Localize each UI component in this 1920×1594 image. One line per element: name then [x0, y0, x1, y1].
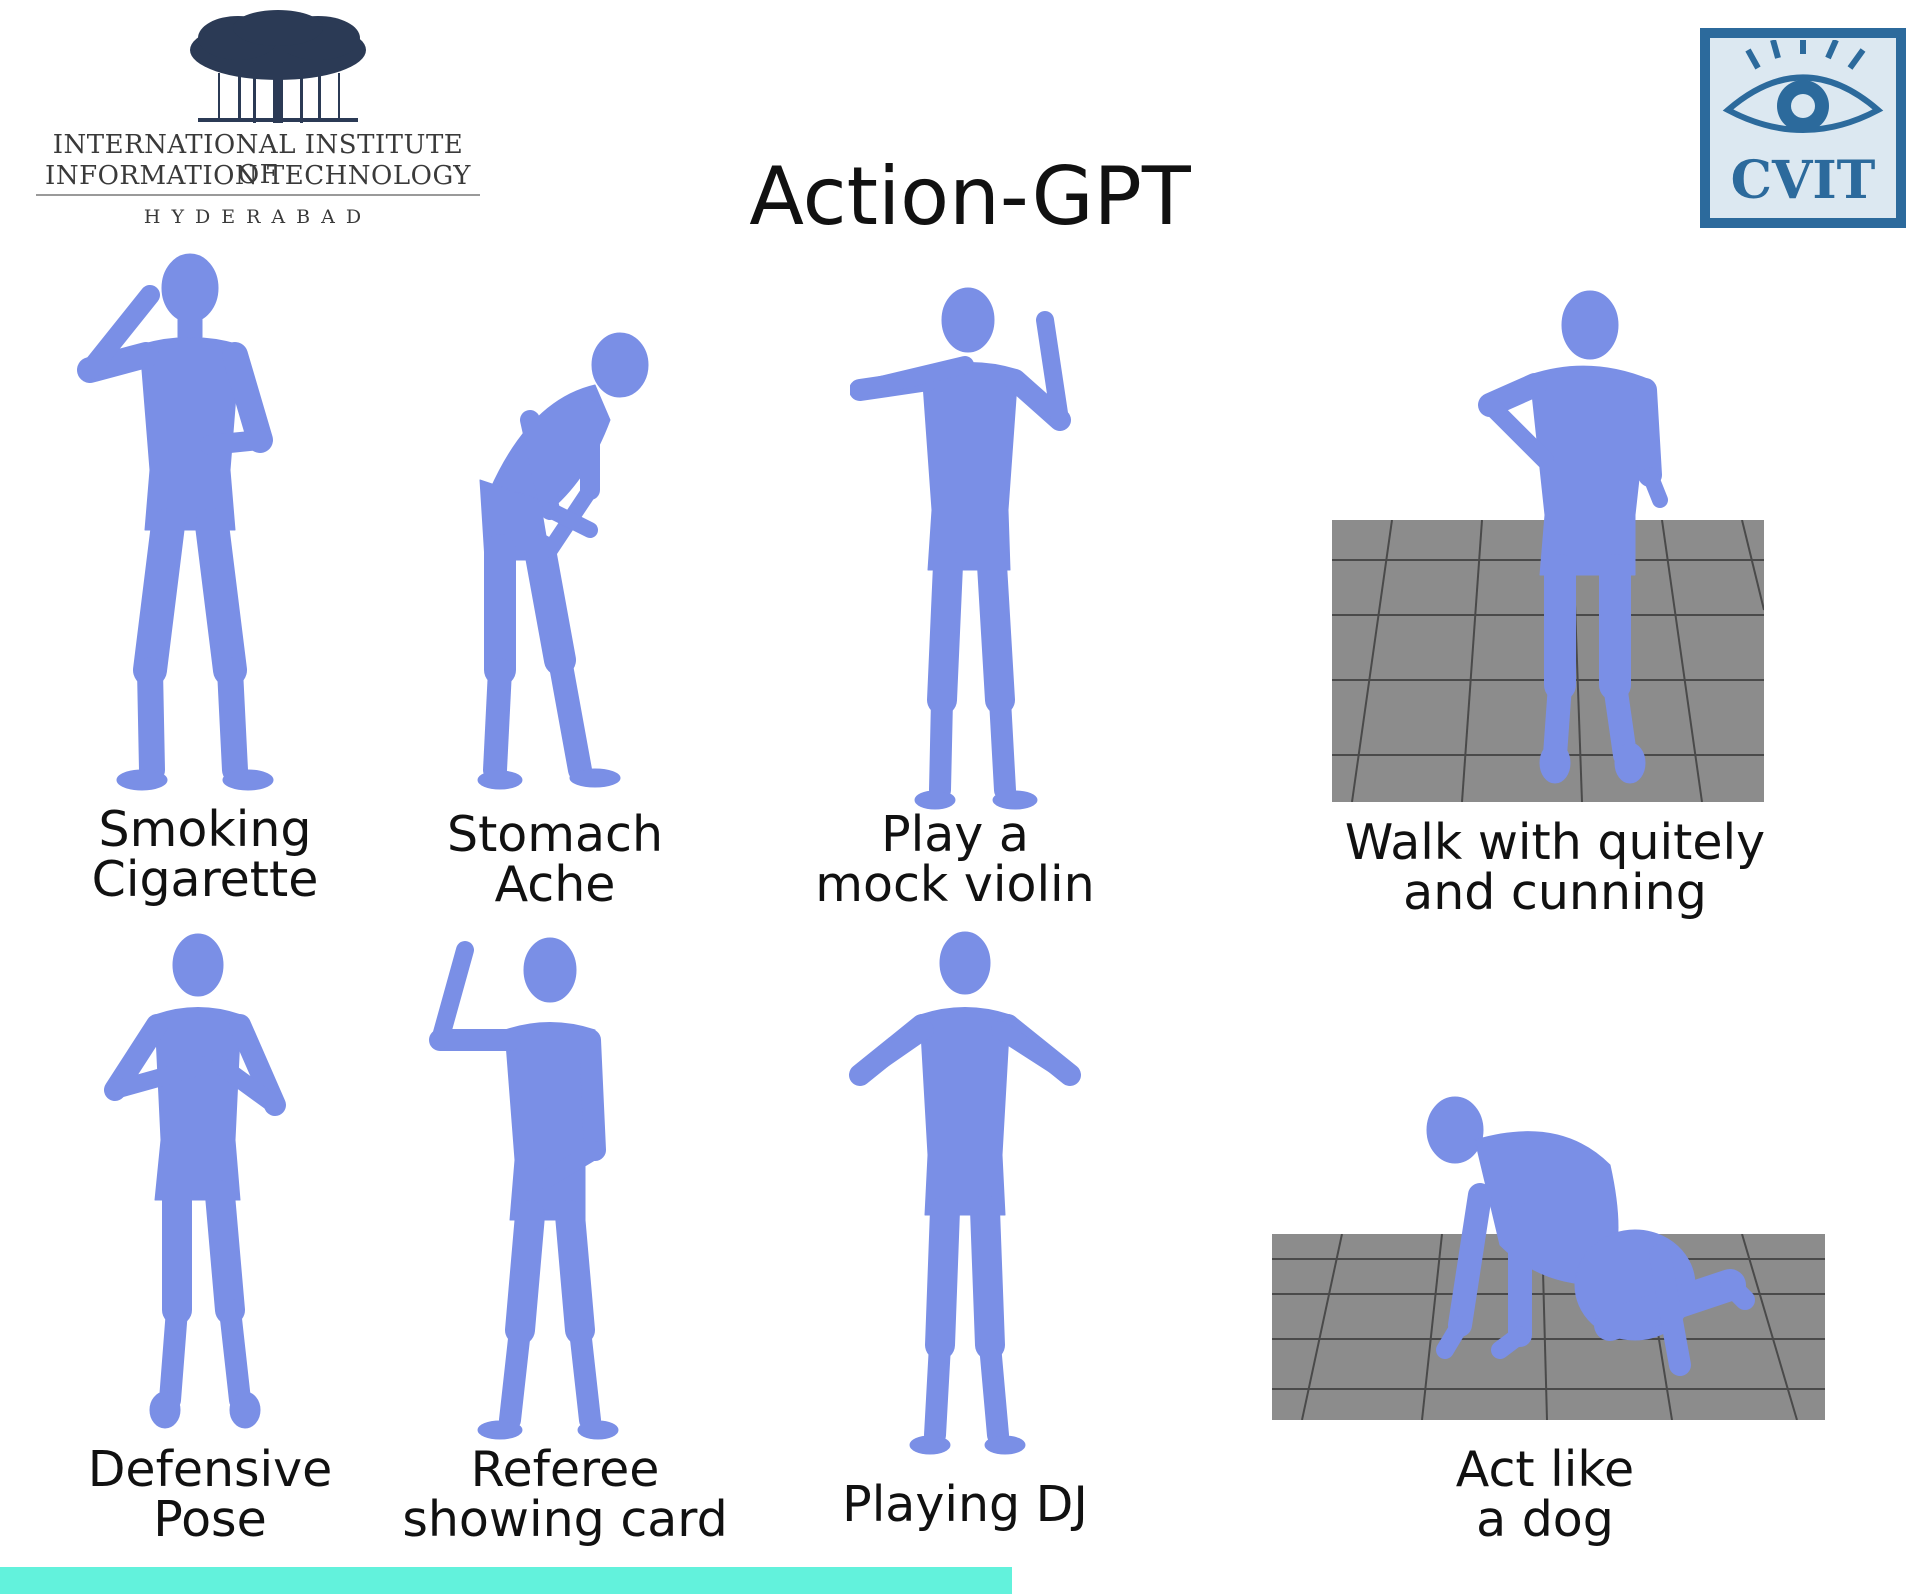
caption-playing-dj-line1: Playing DJ — [842, 1476, 1088, 1533]
caption-referee-card-line2: showing card — [402, 1491, 728, 1548]
caption-stomach-ache-line2: Ache — [494, 856, 616, 913]
caption-mock-violin-line1: Play a — [881, 806, 1029, 863]
eye-icon — [1722, 40, 1884, 133]
caption-mock-violin: Play a mock violin — [790, 810, 1120, 910]
caption-smoking-line2: Cigarette — [91, 851, 319, 908]
institute-city: HYDERABAD — [143, 206, 373, 228]
caption-defensive-pose-line2: Pose — [153, 1491, 267, 1548]
figure-referee-card — [429, 937, 619, 1440]
figure-act-like-dog — [1426, 1096, 1755, 1376]
figure-mock-violin — [850, 287, 1071, 810]
figure-smoking — [77, 253, 274, 791]
cvit-label: CVIT — [1730, 150, 1876, 211]
caption-playing-dj: Playing DJ — [800, 1480, 1130, 1530]
page-title: Action-GPT — [749, 150, 1191, 243]
iiit-logo: INTERNATIONAL INSTITUTE OF INFORMATION T… — [28, 8, 480, 233]
caption-smoking-line1: Smoking — [98, 801, 312, 858]
figure-defensive-pose — [104, 933, 286, 1429]
caption-mock-violin-line2: mock violin — [815, 856, 1095, 913]
caption-walk-cunning-line1: Walk with quitely — [1344, 814, 1766, 871]
caption-smoking: Smoking Cigarette — [40, 805, 370, 905]
caption-defensive-pose-line1: Defensive — [87, 1441, 333, 1498]
figure-stomach-ache — [477, 332, 649, 790]
caption-stomach-ache-line1: Stomach — [446, 806, 664, 863]
floor-panel-dog — [1272, 1234, 1825, 1420]
caption-walk-cunning: Walk with quitely and cunning — [1330, 818, 1780, 918]
progress-bar — [0, 1567, 1012, 1594]
cvit-logo: CVIT — [1700, 28, 1906, 228]
institute-name-line2: INFORMATION TECHNOLOGY — [45, 161, 471, 191]
banyan-tree-icon — [190, 10, 366, 123]
logo-divider — [36, 194, 480, 196]
caption-act-like-dog: Act like a dog — [1380, 1445, 1710, 1545]
caption-stomach-ache: Stomach Ache — [390, 810, 720, 910]
figure-walk-cunning — [1478, 290, 1668, 784]
caption-defensive-pose: Defensive Pose — [40, 1445, 380, 1545]
institute-name-line1: INTERNATIONAL INSTITUTE OF — [52, 130, 464, 190]
figure-playing-dj — [849, 931, 1081, 1455]
caption-referee-card: Referee showing card — [400, 1445, 730, 1545]
caption-walk-cunning-line2: and cunning — [1403, 864, 1707, 921]
caption-referee-card-line1: Referee — [470, 1441, 660, 1498]
caption-act-like-dog-line1: Act like — [1455, 1441, 1635, 1498]
caption-act-like-dog-line2: a dog — [1476, 1491, 1614, 1548]
